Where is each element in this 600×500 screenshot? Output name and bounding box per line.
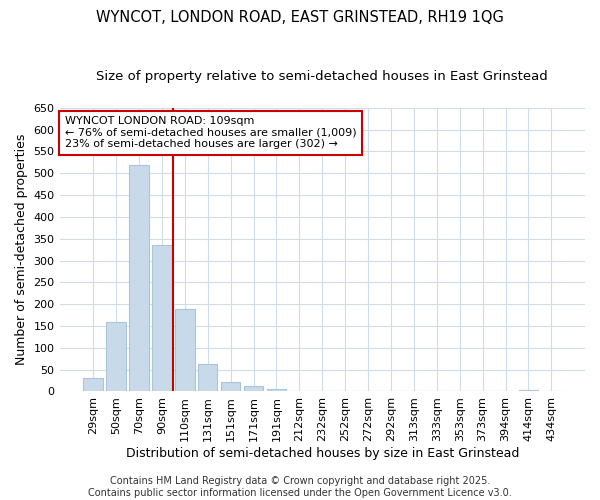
Y-axis label: Number of semi-detached properties: Number of semi-detached properties	[15, 134, 28, 366]
Bar	[106, 322, 126, 392]
Bar	[519, 390, 538, 392]
Bar	[198, 364, 217, 392]
Bar	[175, 308, 194, 392]
Text: Contains HM Land Registry data © Crown copyright and database right 2025.
Contai: Contains HM Land Registry data © Crown c…	[88, 476, 512, 498]
Bar	[267, 390, 286, 392]
Bar	[221, 382, 241, 392]
Bar	[244, 386, 263, 392]
Bar	[129, 164, 149, 392]
Bar	[152, 246, 172, 392]
Title: Size of property relative to semi-detached houses in East Grinstead: Size of property relative to semi-detach…	[97, 70, 548, 83]
Bar	[83, 378, 103, 392]
Text: WYNCOT LONDON ROAD: 109sqm
← 76% of semi-detached houses are smaller (1,009)
23%: WYNCOT LONDON ROAD: 109sqm ← 76% of semi…	[65, 116, 356, 150]
X-axis label: Distribution of semi-detached houses by size in East Grinstead: Distribution of semi-detached houses by …	[125, 447, 519, 460]
Text: WYNCOT, LONDON ROAD, EAST GRINSTEAD, RH19 1QG: WYNCOT, LONDON ROAD, EAST GRINSTEAD, RH1…	[96, 10, 504, 25]
